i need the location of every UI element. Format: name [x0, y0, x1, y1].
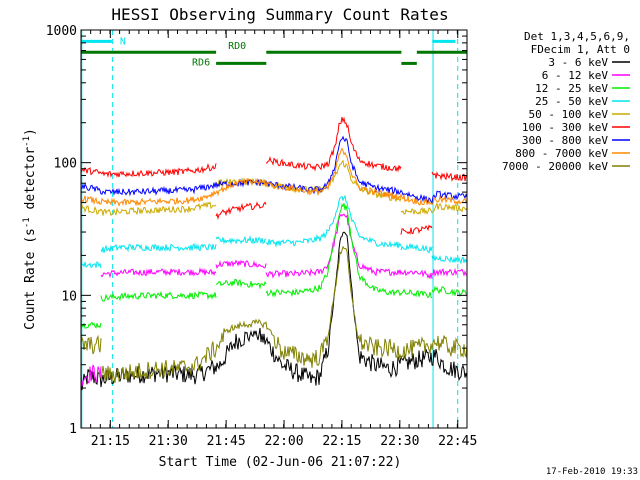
y-label-mid: detector: [23, 147, 38, 218]
chart-title: HESSI Observing Summary Count Rates: [111, 5, 448, 24]
x-tick-label: 21:45: [207, 434, 246, 449]
series-line: [100, 245, 468, 383]
y-axis-label: Count Rate (s-1 detector-1): [22, 128, 38, 330]
y-tick-label: 10: [61, 289, 77, 304]
legend-label: 50 - 100 keV: [529, 108, 609, 121]
x-tick-label: 22:45: [438, 434, 477, 449]
x-axis: 21:15 21:30 21:45 22:00 22:15 22:30 22:45: [80, 30, 477, 449]
y-label-sup-1: -1: [22, 217, 32, 228]
flag-label-rd0: RD0: [228, 41, 246, 52]
x-tick-label: 21:30: [149, 434, 188, 449]
series-line: [80, 135, 468, 205]
y-tick-label: 1000: [46, 24, 77, 39]
series-line: [80, 147, 468, 207]
legend-header-line: Det 1,3,4,5,6,9,: [524, 30, 630, 43]
series-line: [215, 278, 267, 290]
y-label-sup-2: -1: [22, 136, 32, 147]
series-line: [215, 201, 267, 221]
series-7000-20000-kev: [80, 245, 468, 383]
series-100-300-kev: [80, 116, 468, 235]
flag-n: N: [81, 36, 456, 47]
x-tick-label: 22:30: [380, 434, 419, 449]
flag-rd0: RD0: [81, 41, 467, 54]
legend-header-line: FDecim 1, Att 0: [531, 43, 630, 56]
series-line: [100, 290, 217, 302]
series-line: [431, 285, 468, 298]
generation-timestamp: 17-Feb-2010 19:33: [546, 467, 638, 477]
series-line: [400, 242, 433, 254]
series-line: [100, 243, 217, 253]
legend-label: 300 - 800 keV: [522, 134, 608, 147]
series-line: [80, 364, 102, 387]
series-line: [265, 203, 402, 298]
y-label-main: Count Rate (s: [23, 228, 38, 330]
series-line: [265, 116, 402, 173]
series-3-6-kev: [80, 231, 468, 391]
series-line: [100, 267, 217, 279]
y-label-end: ): [23, 128, 38, 136]
series-25-50-kev: [80, 194, 468, 269]
legend: Det 1,3,4,5,6,9,FDecim 1, Att 03 - 6 keV…: [502, 30, 630, 173]
series-line: [431, 254, 468, 265]
legend-label: 25 - 50 keV: [535, 95, 608, 108]
series-line: [431, 171, 468, 182]
x-tick-label: 21:15: [91, 434, 130, 449]
legend-label: 6 - 12 keV: [542, 69, 609, 82]
series-line: [80, 261, 102, 269]
series-800-7000-kev: [80, 147, 468, 207]
flag-label-n: N: [120, 36, 126, 47]
flag-rd6: RD6: [192, 57, 417, 68]
legend-label: 800 - 7000 keV: [515, 147, 608, 160]
legend-label: 100 - 300 keV: [522, 121, 608, 134]
legend-label: 3 - 6 keV: [548, 56, 608, 69]
series-line: [80, 163, 217, 178]
x-axis-label: Start Time (02-Jun-06 21:07:22): [159, 455, 402, 470]
series-300-800-kev: [80, 135, 468, 205]
y-axis: 1 10 100 1000: [46, 24, 467, 437]
series-line: [431, 267, 468, 278]
y-tick-label: 100: [54, 157, 77, 172]
series-line: [400, 201, 468, 215]
series-line: [215, 235, 267, 245]
series-line: [400, 269, 433, 280]
series-line: [80, 334, 102, 355]
series-line: [215, 259, 267, 270]
y-tick-label: 1: [69, 422, 77, 437]
x-tick-label: 22:00: [264, 434, 303, 449]
series-line: [265, 194, 402, 249]
plot-area: N RD0 RD6: [80, 30, 468, 428]
flag-label-rd6: RD6: [192, 57, 210, 68]
series-line: [400, 288, 433, 299]
legend-label: 7000 - 20000 keV: [502, 160, 608, 173]
series-line: [80, 231, 468, 391]
series-line: [80, 201, 217, 217]
x-tick-label: 22:15: [322, 434, 361, 449]
legend-label: 12 - 25 keV: [535, 82, 608, 95]
series-line: [400, 224, 433, 235]
